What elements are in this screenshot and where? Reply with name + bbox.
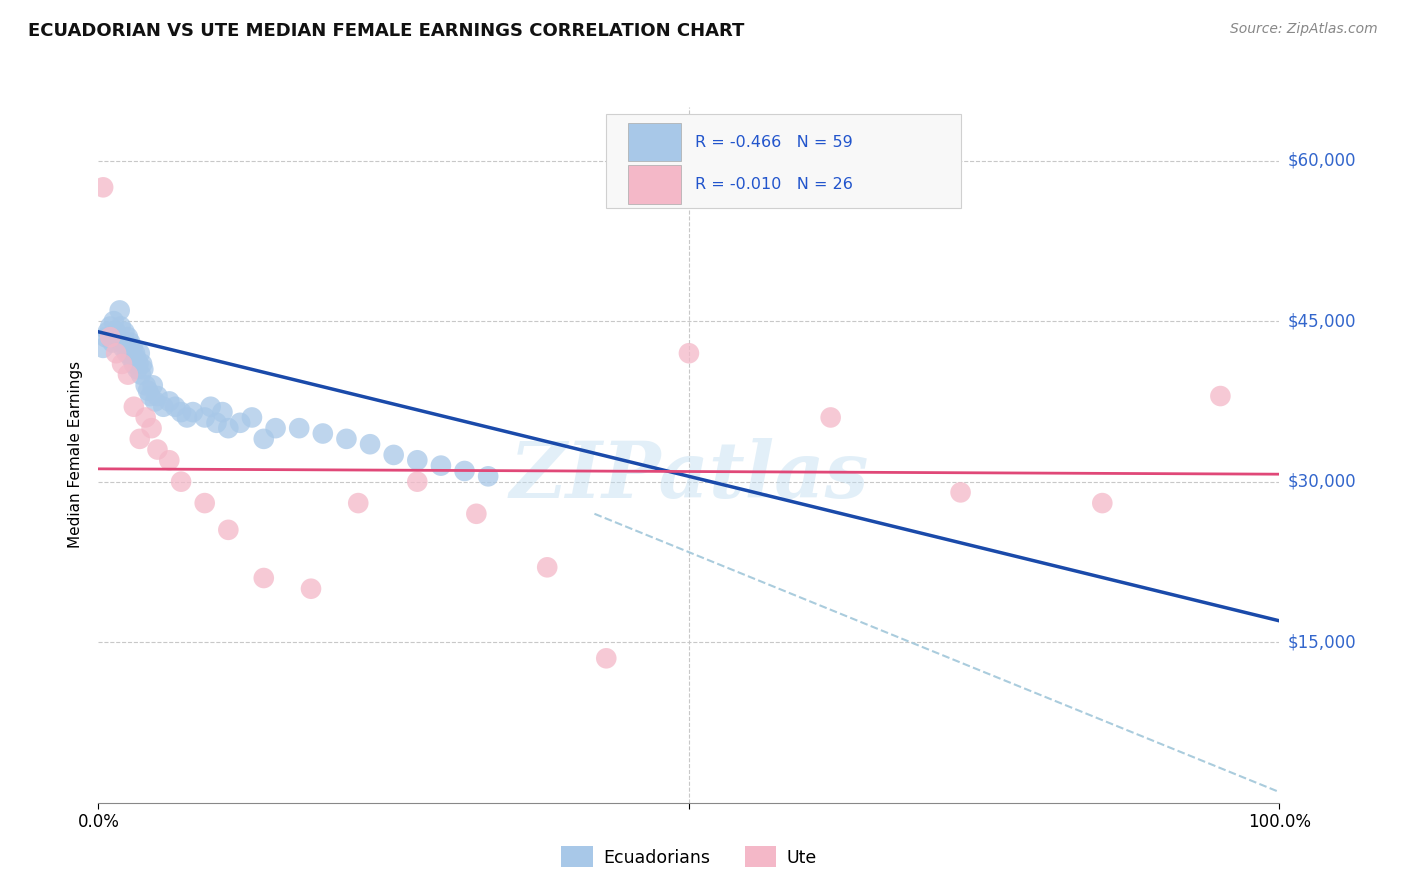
Point (117, 330, 139, 344)
Point (132, 362, 155, 376)
Point (146, 442, 169, 457)
Point (170, 405, 193, 419)
Point (205, 416, 228, 430)
Point (143, 394, 166, 409)
Point (142, 378, 165, 392)
Point (121, 351, 143, 366)
Point (359, 437, 381, 451)
Point (335, 432, 357, 446)
Text: Source: ZipAtlas.com: Source: ZipAtlas.com (1230, 22, 1378, 37)
Point (122, 357, 145, 371)
Point (128, 346, 150, 360)
Legend: Ecuadorians, Ute: Ecuadorians, Ute (554, 839, 824, 874)
Point (253, 571, 276, 585)
FancyBboxPatch shape (606, 114, 960, 208)
Point (136, 384, 159, 398)
Point (135, 378, 157, 392)
Text: R = -0.466   N = 59: R = -0.466 N = 59 (695, 135, 852, 150)
Point (118, 346, 141, 360)
Point (128, 432, 150, 446)
Point (181, 405, 204, 419)
FancyBboxPatch shape (627, 165, 681, 203)
Point (430, 458, 453, 473)
Point (129, 368, 152, 382)
Point (111, 335, 134, 350)
Point (108, 303, 131, 318)
Point (105, 325, 128, 339)
Text: $60,000: $60,000 (1288, 152, 1357, 169)
Text: ECUADORIAN VS UTE MEDIAN FEMALE EARNINGS CORRELATION CHART: ECUADORIAN VS UTE MEDIAN FEMALE EARNINGS… (28, 22, 745, 40)
Point (103, 314, 125, 328)
Point (595, 651, 617, 665)
Point (146, 389, 169, 403)
Point (211, 405, 233, 419)
Point (200, 400, 222, 414)
Point (678, 346, 700, 360)
Point (117, 368, 139, 382)
Point (110, 319, 132, 334)
Point (105, 330, 128, 344)
Point (465, 507, 488, 521)
Point (98, 319, 121, 334)
Point (139, 389, 162, 403)
Point (157, 394, 180, 409)
Point (105, 346, 128, 360)
Point (194, 496, 217, 510)
Point (101, 335, 124, 350)
Point (127, 362, 149, 376)
Point (98, 330, 121, 344)
Point (288, 421, 311, 435)
Text: $15,000: $15,000 (1288, 633, 1357, 651)
Point (240, 410, 263, 425)
Text: ZIPatlas: ZIPatlas (509, 438, 869, 514)
Point (299, 582, 322, 596)
Text: R = -0.010   N = 26: R = -0.010 N = 26 (695, 177, 852, 192)
Point (176, 410, 198, 425)
Point (312, 426, 335, 441)
Point (141, 421, 163, 435)
Point (406, 475, 429, 489)
Point (264, 421, 287, 435)
Point (122, 400, 145, 414)
Point (114, 335, 136, 350)
Point (152, 400, 174, 414)
Point (1091, 496, 1114, 510)
Point (477, 469, 499, 483)
Point (406, 453, 429, 467)
Point (253, 432, 276, 446)
Point (125, 351, 148, 366)
Point (536, 560, 558, 574)
Point (128, 357, 150, 371)
Point (115, 346, 138, 360)
FancyBboxPatch shape (627, 123, 681, 161)
Point (97, 325, 120, 339)
Point (124, 346, 146, 360)
Point (194, 410, 217, 425)
Point (382, 448, 405, 462)
Text: $30,000: $30,000 (1288, 473, 1357, 491)
Point (453, 464, 475, 478)
Y-axis label: Median Female Earnings: Median Female Earnings (67, 361, 83, 549)
Point (347, 496, 370, 510)
Point (121, 341, 143, 355)
Point (217, 523, 239, 537)
Point (165, 400, 187, 414)
Point (949, 485, 972, 500)
Point (111, 357, 134, 371)
Point (112, 325, 135, 339)
Point (131, 357, 153, 371)
Point (91, 341, 114, 355)
Text: $45,000: $45,000 (1288, 312, 1357, 330)
Point (217, 421, 239, 435)
Point (112, 341, 135, 355)
Point (135, 410, 157, 425)
Point (820, 410, 842, 425)
Point (91, 180, 114, 194)
Point (229, 416, 252, 430)
Point (94, 330, 117, 344)
Point (1209, 389, 1232, 403)
Point (157, 453, 180, 467)
Point (120, 335, 142, 350)
Point (170, 475, 193, 489)
